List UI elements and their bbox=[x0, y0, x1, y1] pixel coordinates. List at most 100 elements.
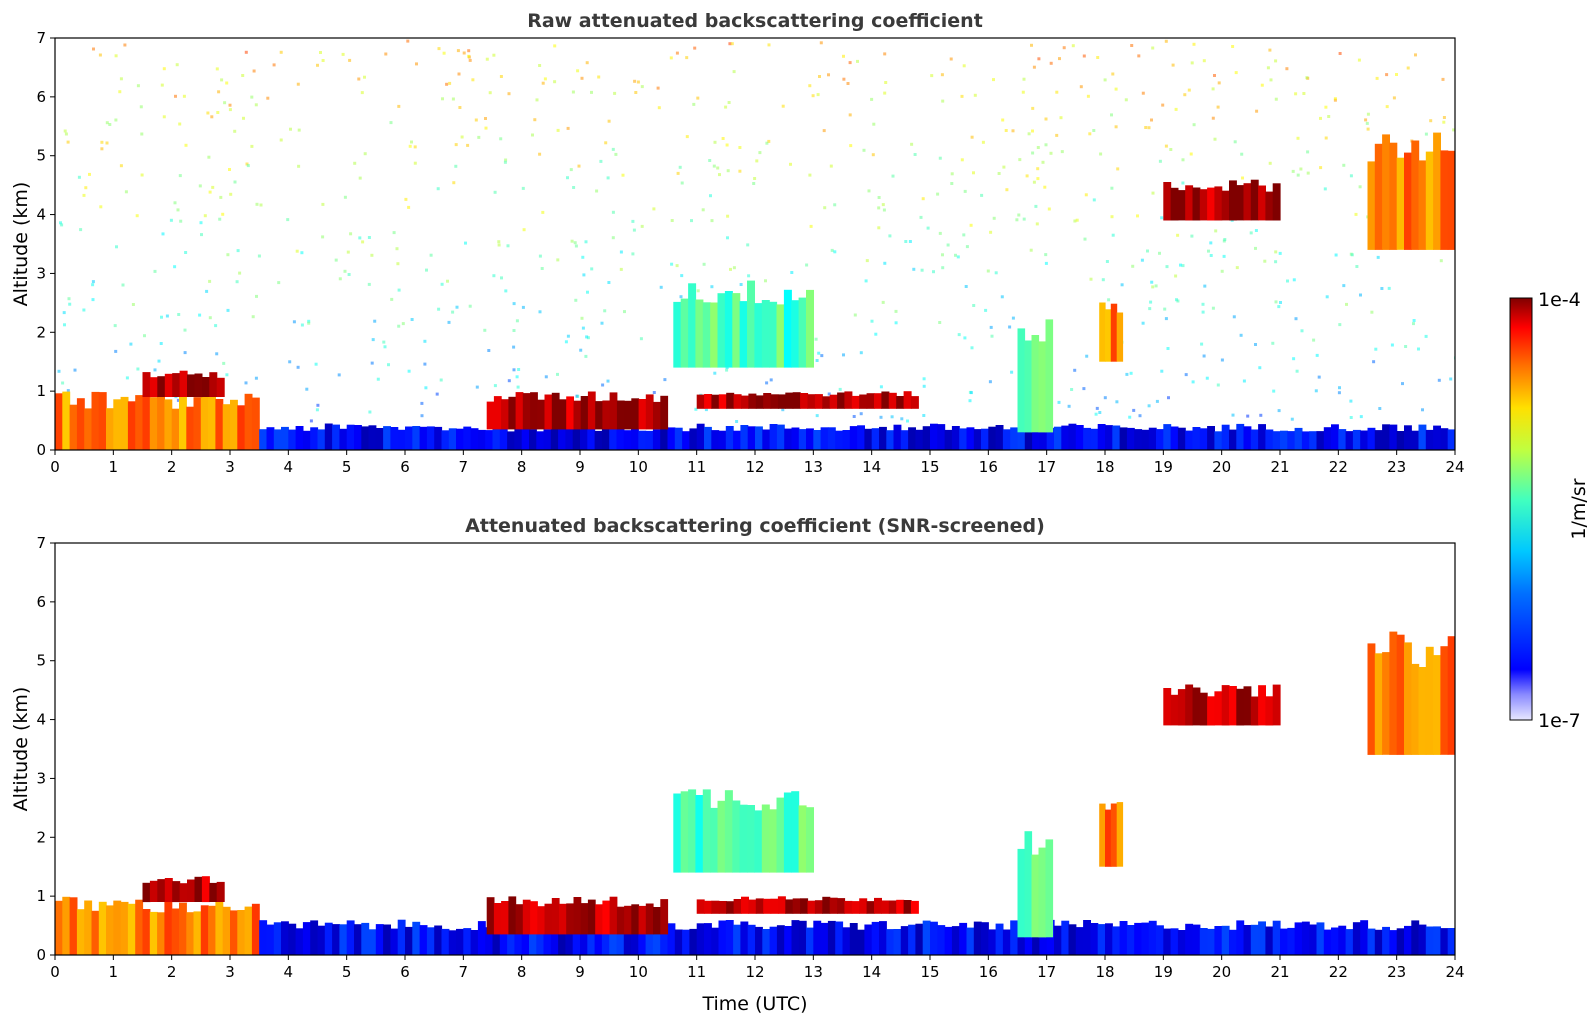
noise-cell bbox=[1292, 357, 1296, 361]
noise-cell bbox=[1209, 241, 1213, 245]
feature-cell-cloud bbox=[209, 882, 218, 902]
noise-cell bbox=[389, 121, 393, 125]
noise-cell bbox=[1306, 171, 1310, 175]
noise-cell bbox=[1049, 61, 1053, 65]
noise-cell bbox=[474, 118, 478, 122]
noise-cell bbox=[229, 192, 233, 196]
noise-cell bbox=[153, 368, 157, 372]
feature-cell-surface-layer bbox=[696, 923, 705, 955]
x-tick-label: 1 bbox=[109, 963, 119, 981]
feature-cell-surface-layer bbox=[981, 922, 989, 955]
noise-cell bbox=[468, 58, 472, 62]
feature-cell-surface-layer bbox=[798, 920, 807, 955]
feature-cell-cloud bbox=[696, 394, 705, 409]
feature-cell-aerosol bbox=[673, 301, 682, 368]
feature-cell-surface-layer bbox=[302, 922, 311, 955]
feature-cell-surface-layer bbox=[609, 426, 618, 450]
y-tick-label: 3 bbox=[36, 264, 46, 282]
noise-cell bbox=[611, 147, 615, 151]
noise-cell bbox=[506, 244, 510, 248]
noise-cell bbox=[1378, 407, 1382, 410]
noise-cell bbox=[789, 162, 792, 166]
feature-cell-surface-layer bbox=[543, 429, 552, 450]
x-tick-label: 7 bbox=[459, 963, 469, 981]
noise-cell bbox=[451, 310, 455, 314]
feature-cell-boundary-layer bbox=[186, 406, 195, 450]
noise-cell bbox=[669, 56, 673, 60]
feature-cell-surface-layer bbox=[674, 427, 683, 450]
feature-cell-surface-layer bbox=[806, 428, 814, 450]
noise-cell bbox=[1044, 261, 1048, 265]
noise-cell bbox=[1278, 251, 1282, 255]
noise-cell bbox=[1216, 383, 1220, 387]
noise-cell bbox=[307, 319, 311, 323]
feature-cell-surface-layer bbox=[725, 426, 734, 450]
noise-cell bbox=[62, 311, 66, 315]
x-tick-label: 3 bbox=[225, 458, 235, 476]
noise-cell bbox=[994, 271, 998, 275]
feature-cell-surface-layer bbox=[302, 430, 311, 450]
feature-cell-cirrus bbox=[1250, 179, 1259, 221]
feature-cell-cloud bbox=[800, 393, 809, 409]
noise-cell bbox=[504, 158, 508, 162]
feature-cell-surface-layer bbox=[470, 428, 479, 450]
noise-cell bbox=[556, 258, 560, 262]
noise-cell bbox=[1211, 87, 1215, 91]
noise-cell bbox=[125, 376, 129, 380]
noise-cell bbox=[319, 51, 322, 54]
feature-cell-surface-layer bbox=[529, 429, 537, 450]
noise-cell bbox=[1036, 167, 1040, 171]
feature-cell-surface-layer bbox=[405, 426, 413, 450]
noise-cell bbox=[809, 224, 813, 228]
feature-cell-surface-layer bbox=[820, 922, 829, 955]
x-tick-label: 13 bbox=[804, 963, 823, 981]
noise-cell bbox=[1442, 120, 1446, 124]
feature-cell-surface-layer bbox=[1039, 924, 1048, 955]
noise-cell bbox=[970, 391, 973, 395]
noise-cell bbox=[997, 172, 1001, 175]
noise-cell bbox=[640, 224, 644, 228]
feature-cell-surface-layer bbox=[558, 426, 566, 450]
noise-cell bbox=[1059, 116, 1063, 120]
noise-cell bbox=[940, 73, 944, 77]
feature-cell-surface-layer bbox=[412, 426, 421, 450]
noise-cell bbox=[497, 240, 501, 244]
noise-cell bbox=[1049, 151, 1053, 155]
feature-cell-cloud bbox=[896, 396, 905, 409]
noise-cell bbox=[726, 214, 730, 218]
noise-cell bbox=[1181, 264, 1185, 268]
feature-cell-cirrus bbox=[1207, 187, 1215, 221]
feature-cell-surface-layer bbox=[842, 927, 851, 955]
feature-cell-surface-layer bbox=[580, 926, 588, 955]
noise-cell bbox=[829, 164, 833, 168]
noise-cell bbox=[724, 105, 728, 109]
noise-cell bbox=[242, 116, 245, 120]
feature-cell-surface-layer bbox=[259, 429, 268, 450]
feature-cell-surface-layer bbox=[419, 426, 428, 450]
noise-cell bbox=[1395, 73, 1398, 76]
feature-cell-surface-layer bbox=[813, 430, 822, 450]
feature-cell-cloud bbox=[837, 898, 846, 914]
y-tick-label: 4 bbox=[36, 206, 46, 224]
feature-cell-surface-layer bbox=[849, 426, 858, 450]
feature-cell-surface-layer bbox=[477, 429, 486, 450]
feature-cell-cloud bbox=[785, 392, 794, 409]
plot-background bbox=[55, 543, 1455, 955]
noise-cell bbox=[685, 135, 689, 139]
feature-cell-cirrus bbox=[1382, 652, 1390, 755]
feature-cell-boundary-layer bbox=[142, 909, 151, 955]
feature-cell-surface-layer bbox=[1177, 930, 1186, 955]
noise-cell bbox=[1345, 302, 1348, 306]
noise-cell bbox=[361, 240, 365, 244]
feature-cell-boundary-layer bbox=[171, 908, 180, 955]
x-tick-label: 0 bbox=[50, 458, 60, 476]
feature-cell-surface-layer bbox=[1177, 427, 1186, 450]
noise-cell bbox=[574, 298, 578, 302]
noise-cell bbox=[1176, 299, 1180, 303]
feature-cell-surface-layer bbox=[689, 928, 698, 955]
noise-cell bbox=[1272, 389, 1276, 393]
noise-cell bbox=[507, 92, 511, 96]
noise-cell bbox=[507, 379, 511, 383]
noise-cell bbox=[257, 254, 261, 258]
feature-cell-surface-layer bbox=[995, 425, 1004, 450]
